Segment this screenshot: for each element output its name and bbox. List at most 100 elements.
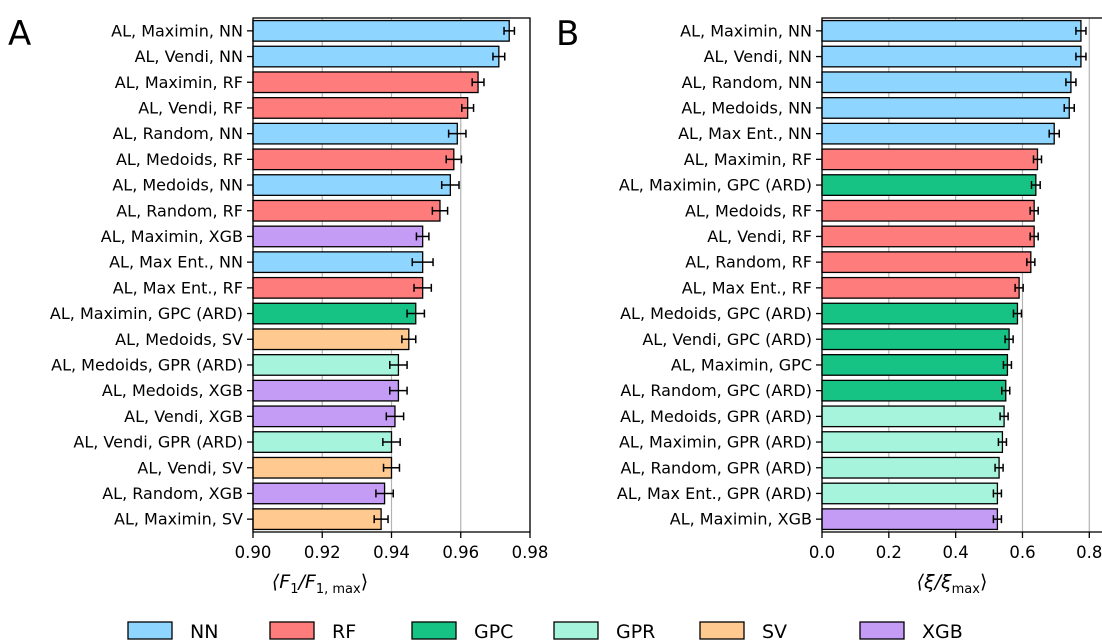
bar bbox=[821, 379, 1007, 402]
y-tick-label: AL, Random, GPR (ARD) bbox=[620, 458, 812, 477]
y-tick-label: AL, Max Ent., GPR (ARD) bbox=[617, 484, 812, 503]
bar bbox=[252, 19, 510, 42]
bar bbox=[252, 71, 479, 94]
x-tick-label: 0.0 bbox=[809, 543, 835, 562]
x-tick-label: 0.94 bbox=[373, 543, 410, 562]
y-tick-label: AL, Medoids, NN bbox=[112, 176, 243, 195]
y-tick-label: AL, Vendi, NN bbox=[135, 47, 243, 66]
legend-item: RF bbox=[269, 621, 356, 643]
error-bar bbox=[503, 26, 516, 35]
bar bbox=[252, 431, 393, 453]
y-tick-label: AL, Maximin, GPC bbox=[671, 355, 812, 374]
panel-b-letter: B bbox=[556, 14, 579, 54]
x-tick-label: 0.4 bbox=[943, 543, 969, 562]
y-tick-label: AL, Maximin, GPR (ARD) bbox=[619, 433, 812, 452]
y-tick-label: AL, Vendi, SV bbox=[137, 458, 243, 477]
error-bar bbox=[401, 335, 417, 344]
y-tick-label: AL, Medoids, NN bbox=[681, 98, 812, 117]
bar bbox=[252, 97, 469, 119]
legend-label: RF bbox=[332, 621, 356, 643]
panel-a-xlabel: ⟨F1/F1, max⟩ bbox=[272, 571, 368, 597]
error-bar bbox=[447, 129, 467, 138]
y-tick-label: AL, Vendi, RF bbox=[707, 227, 812, 246]
error-bar bbox=[999, 412, 1009, 421]
legend-item: GPC bbox=[411, 621, 513, 643]
legend-swatch bbox=[127, 621, 173, 640]
y-tick-label: AL, Maximin, NN bbox=[680, 21, 812, 40]
bar bbox=[821, 431, 1004, 453]
bar bbox=[821, 122, 1055, 145]
legend-label: NN bbox=[190, 621, 218, 643]
bar bbox=[252, 379, 400, 402]
error-bar bbox=[992, 515, 1003, 524]
error-bar bbox=[1063, 103, 1076, 112]
error-bar bbox=[389, 386, 408, 395]
bar bbox=[821, 302, 1019, 325]
error-bar bbox=[375, 489, 394, 498]
legend-swatch bbox=[269, 621, 315, 640]
axes-frame bbox=[821, 17, 1102, 533]
bar bbox=[252, 508, 382, 531]
bar bbox=[821, 199, 1035, 222]
bar bbox=[252, 456, 393, 479]
bar bbox=[821, 456, 1000, 479]
y-tick-label: AL, Random, GPC (ARD) bbox=[620, 381, 812, 400]
y-tick-label: AL, Max Ent., RF bbox=[682, 278, 812, 297]
error-bar bbox=[1004, 335, 1014, 344]
y-tick-label: AL, Vendi, GPR (ARD) bbox=[73, 433, 243, 452]
error-bar bbox=[413, 283, 433, 292]
bar bbox=[821, 174, 1037, 196]
error-bar bbox=[389, 360, 408, 369]
y-tick-label: AL, Maximin, XGB bbox=[670, 510, 812, 529]
bar bbox=[821, 251, 1032, 274]
bar bbox=[252, 405, 396, 428]
error-bar bbox=[992, 489, 1003, 498]
bar bbox=[252, 328, 410, 351]
error-bar bbox=[1032, 155, 1043, 164]
error-bar bbox=[1029, 206, 1039, 215]
bar bbox=[252, 354, 400, 376]
bar bbox=[821, 45, 1082, 68]
x-tick-label: 0.90 bbox=[235, 543, 272, 562]
legend-item: GPR bbox=[553, 621, 655, 643]
error-bar bbox=[994, 463, 1004, 472]
y-tick-label: AL, Medoids, XGB bbox=[102, 381, 243, 400]
y-tick-label: AL, Medoids, GPR (ARD) bbox=[51, 355, 243, 374]
error-bar bbox=[1026, 258, 1036, 267]
y-tick-label: AL, Max Ent., NN bbox=[109, 253, 243, 272]
y-tick-label: AL, Random, RF bbox=[685, 253, 812, 272]
bar bbox=[252, 482, 386, 505]
error-bar bbox=[411, 258, 434, 267]
y-tick-label: AL, Maximin, RF bbox=[115, 73, 243, 92]
y-tick-label: AL, Max Ent., NN bbox=[678, 124, 812, 143]
bar bbox=[821, 354, 1009, 376]
bar bbox=[252, 122, 458, 145]
legend-label: GPR bbox=[616, 621, 655, 643]
bar bbox=[821, 328, 1010, 351]
error-bar bbox=[1002, 360, 1013, 369]
y-tick-label: AL, Random, XGB bbox=[102, 484, 243, 503]
bar bbox=[821, 482, 999, 505]
bar bbox=[252, 276, 424, 299]
error-bar bbox=[440, 181, 460, 190]
legend-item: SV bbox=[699, 621, 787, 643]
y-tick-label: AL, Random, RF bbox=[116, 201, 243, 220]
y-tick-label: AL, Maximin, GPC (ARD) bbox=[619, 176, 812, 195]
legend: NN RF GPC GPR SV XGB bbox=[127, 621, 963, 643]
y-tick-label: AL, Vendi, NN bbox=[704, 47, 812, 66]
legend-swatch bbox=[859, 621, 905, 640]
panel-b-xlabel: ⟨ξ/ξmax⟩ bbox=[917, 571, 988, 597]
error-bar bbox=[1001, 386, 1011, 395]
error-bar bbox=[1065, 78, 1077, 87]
legend-swatch bbox=[699, 621, 745, 640]
error-bar bbox=[382, 438, 401, 447]
legend-swatch bbox=[411, 621, 457, 640]
error-bar bbox=[385, 412, 405, 421]
error-bar bbox=[492, 52, 506, 61]
y-tick-label: AL, Vendi, RF bbox=[138, 98, 243, 117]
error-bar bbox=[382, 463, 401, 472]
error-bar bbox=[471, 78, 485, 87]
bar bbox=[821, 148, 1039, 171]
y-tick-label: AL, Random, NN bbox=[682, 73, 812, 92]
